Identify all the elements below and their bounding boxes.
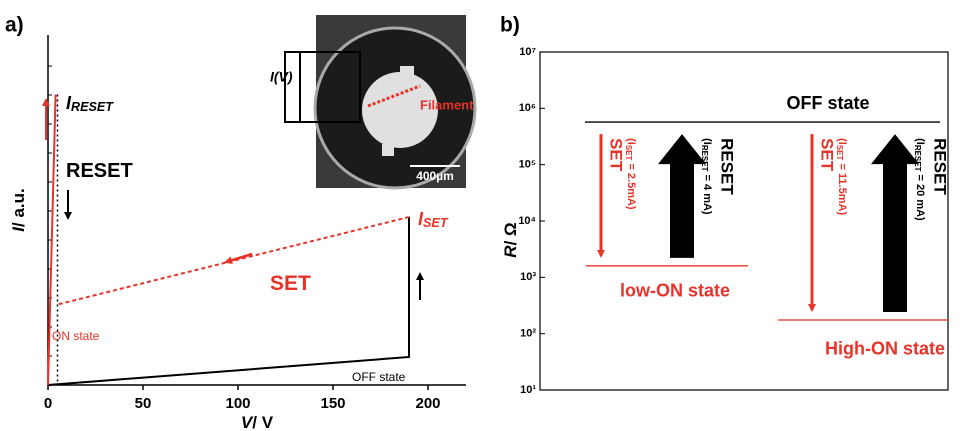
x-tick-label: 200 (415, 395, 440, 412)
inset-tab (382, 144, 394, 156)
annotation: SET (270, 272, 311, 295)
text-part: = 2.5mA) (625, 160, 637, 210)
inset-tab (400, 66, 414, 78)
text-part: (I (836, 138, 848, 145)
text-part: RESET (66, 160, 133, 182)
text-part: / a.u. (9, 188, 28, 227)
panel-label: b) (500, 14, 520, 37)
arrow (224, 252, 253, 265)
level-label: OFF state (786, 93, 869, 113)
y-tick-label: 10⁴ (518, 215, 536, 227)
text-part: I (66, 93, 72, 113)
y-tick-label: 10² (520, 328, 536, 340)
inset-box (284, 51, 361, 123)
line-series (47, 217, 410, 386)
text-part: / Ω (501, 222, 520, 245)
text-part: ON state (52, 329, 100, 343)
text-part: SET (624, 145, 633, 161)
text-part: RESET (700, 145, 709, 172)
text-part: = 11.5mA) (836, 160, 848, 215)
annotation: ON state (52, 329, 100, 343)
y-tick-label: 10⁵ (519, 159, 536, 171)
text-part: (I (701, 138, 713, 145)
filament (367, 84, 421, 108)
arrow-label: RESET (931, 138, 950, 195)
y-tick-label: 10¹ (520, 384, 536, 396)
inset-label: I(V) (270, 69, 293, 85)
annotation: RESET (66, 160, 133, 182)
inset-electrode (362, 72, 438, 148)
arrow-label: SET (818, 138, 837, 172)
y-tick-label: 10⁶ (519, 102, 536, 114)
arrow-label: RESET (718, 138, 737, 195)
panel-label: a) (5, 14, 24, 37)
inset-label: Filament (420, 97, 474, 112)
text-part: I (418, 209, 424, 229)
line-series (47, 94, 57, 386)
annotation: IRESET (66, 93, 114, 115)
x-tick-label: 0 (44, 395, 52, 412)
x-tick-label: 150 (320, 395, 345, 412)
text-part: SET (423, 216, 449, 230)
text-part: = 20 mA) (914, 171, 926, 221)
arrow-label: SET (607, 138, 626, 172)
y-axis-label: R/ Ω (501, 222, 520, 257)
text-part: (I (914, 138, 926, 145)
text-part: (I (625, 138, 637, 145)
text-part: V (241, 413, 254, 431)
text-part: SET (835, 145, 844, 161)
text-part: RESET (913, 145, 922, 172)
x-axis-label: V/ V (241, 413, 274, 431)
annotation: OFF state (352, 370, 406, 384)
level-label: low-ON state (620, 281, 730, 301)
arrow-note: (IRESET = 4 mA) (700, 138, 713, 215)
text-part: SET (270, 272, 311, 295)
y-axis-label: I/ a.u. (9, 188, 28, 231)
y-tick-label: 10³ (520, 271, 536, 283)
arrow (658, 134, 706, 258)
text-part: / V (252, 413, 273, 431)
level-label: High-ON state (825, 339, 945, 359)
text-part: I (9, 226, 28, 232)
arrow-note: (IRESET = 20 mA) (913, 138, 926, 221)
y-tick-label: 10⁷ (519, 46, 536, 58)
text-part: RESET (71, 100, 114, 114)
line-series (57, 216, 410, 306)
annotation: ISET (418, 209, 449, 231)
text-part: OFF state (352, 370, 406, 384)
text-part: = 4 mA) (701, 171, 713, 214)
arrow-note: (ISET = 11.5mA) (835, 138, 848, 215)
text-part: R (501, 245, 520, 258)
scale-label: 400µm (416, 169, 454, 183)
x-tick-label: 100 (225, 395, 250, 412)
arrow (871, 134, 919, 312)
x-tick-label: 50 (135, 395, 152, 412)
arrow-note: (ISET = 2.5mA) (624, 138, 637, 210)
